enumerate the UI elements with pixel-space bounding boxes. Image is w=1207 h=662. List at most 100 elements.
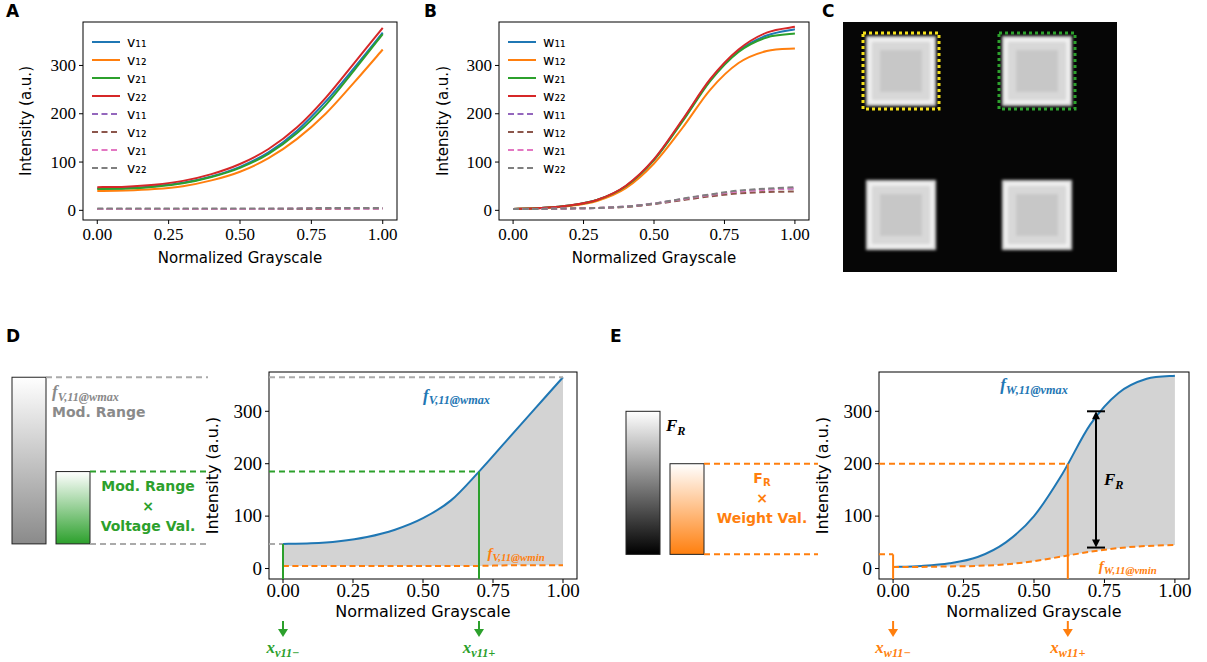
text-sub: R [1114, 478, 1123, 492]
legend-swatch [508, 95, 536, 97]
legend: w₁₁w₁₂w₂₁w₂₂w₁₁w₁₂w₂₁w₂₂ [508, 34, 566, 176]
legend-swatch [92, 77, 120, 79]
guides: fV,11@wmaxMod. RangeMod. Range×Voltage V… [12, 377, 563, 659]
y-tick [79, 210, 83, 211]
guide-line [704, 463, 818, 465]
series-line [97, 207, 382, 210]
x-tick-label: 0.75 [476, 580, 509, 601]
legend-label: w₁₂ [543, 124, 566, 140]
x-tick-label: 0.25 [947, 580, 980, 601]
x-tick-label: 1.00 [368, 225, 398, 244]
x-tick-label: 0.50 [225, 225, 255, 244]
product-text: Voltage Val. [101, 518, 196, 534]
y-tick-label: 200 [234, 453, 263, 474]
text-main: F [665, 416, 678, 435]
range-cap [1087, 547, 1105, 549]
x-tick-label: 0.75 [1088, 580, 1121, 601]
text-sub: V,11@wmin [492, 551, 544, 563]
x-tick-label: 0.25 [336, 580, 369, 601]
series-line [97, 207, 382, 210]
legend-swatch [92, 41, 120, 43]
legend-swatch [92, 167, 120, 169]
guide-drop [892, 554, 894, 579]
guide-line [269, 471, 479, 473]
series-line [893, 376, 1175, 567]
plot-area [97, 28, 382, 209]
x-tick-label: 0.50 [406, 580, 439, 601]
text-main: Voltage Val. [101, 518, 196, 534]
y-tick [79, 162, 83, 163]
legend-swatch [508, 131, 536, 133]
arrow-head [1092, 411, 1100, 419]
y-axis-title: Intensity (a.u.) [203, 417, 222, 534]
bar-label: FR [665, 416, 686, 438]
series-line [97, 34, 382, 189]
legend-swatch [508, 77, 536, 79]
legend-label: w₂₂ [543, 88, 566, 104]
y-tick [875, 411, 879, 412]
x-tick-label: 1.00 [546, 580, 579, 601]
text-sub: R [676, 424, 685, 438]
guide-line [879, 463, 1068, 465]
panel-letter: B [424, 1, 437, 21]
y-tick-label: 100 [51, 153, 77, 172]
x-tick-label: 1.00 [1158, 580, 1191, 601]
panel: A0.000.250.500.751.000100200300Normalize… [6, 1, 398, 267]
text-main: x [1049, 638, 1059, 657]
y-tick-label: 0 [484, 201, 493, 220]
y-tick [875, 463, 879, 464]
x-tick [724, 220, 725, 224]
legend-label: v₁₁ [127, 34, 147, 50]
x-axis-title: Normalized Grayscale [335, 602, 510, 621]
value-bar [670, 464, 704, 555]
legend-label: v₂₁ [127, 70, 147, 86]
x-tick-label: 0.25 [154, 225, 184, 244]
x-axis-title: Normalized Grayscale [572, 249, 736, 267]
legend-swatch [508, 167, 536, 169]
x-tick-label: 1.00 [780, 225, 810, 244]
text-sub: W,11@vmax [1006, 383, 1068, 397]
arrow-head [888, 629, 898, 637]
legend: v₁₁v₁₂v₂₁v₂₂v₁₁v₁₂v₂₁v₂₂ [92, 34, 147, 176]
curve-label: fV,11@wmax [423, 386, 490, 408]
series-line [283, 564, 563, 567]
y-tick-label: 300 [467, 56, 493, 75]
guides: FRFR×Weight Val.xw11−xw11+FR [626, 411, 1124, 659]
x-marker-label: xv11− [266, 638, 300, 660]
legend-swatch [508, 41, 536, 43]
x-marker-label: xw11− [874, 638, 911, 660]
x-tick-label: 0.00 [266, 580, 299, 601]
y-tick [265, 411, 269, 412]
legend-swatch [508, 113, 536, 115]
x-tick-label: 0.00 [498, 225, 528, 244]
legend-label: v₂₁ [127, 142, 147, 158]
guide-arrow [1067, 621, 1069, 630]
text-sub: V,11@wmax [58, 390, 119, 404]
text-sub: V,11@wmax [429, 393, 490, 407]
series-line [513, 187, 795, 209]
x-tick-label: 0.25 [569, 225, 599, 244]
panel-letter: E [610, 326, 622, 346]
text-sub: v11− [275, 646, 299, 660]
y-axis-title: Intensity (a.u.) [434, 66, 452, 176]
axes-frame [269, 372, 577, 579]
legend-swatch [508, 149, 536, 151]
value-bar [56, 472, 90, 544]
x-tick-label: 0.75 [710, 225, 740, 244]
y-tick [495, 65, 499, 66]
axes-frame [879, 372, 1189, 579]
roi-outline [999, 33, 1075, 109]
y-tick [265, 516, 269, 517]
arrow-head [278, 629, 288, 637]
legend-label: w₁₂ [543, 52, 566, 68]
range-bar [626, 411, 660, 554]
series-line [97, 50, 382, 191]
range-label: FR [1103, 470, 1124, 492]
series-line [513, 34, 795, 209]
image-background [843, 22, 1117, 272]
axes-frame [499, 22, 809, 220]
y-tick-label: 300 [234, 401, 263, 422]
x-tick-label: 0.00 [82, 225, 112, 244]
text-main: F [1103, 470, 1116, 489]
legend-label: v₁₂ [127, 52, 147, 68]
